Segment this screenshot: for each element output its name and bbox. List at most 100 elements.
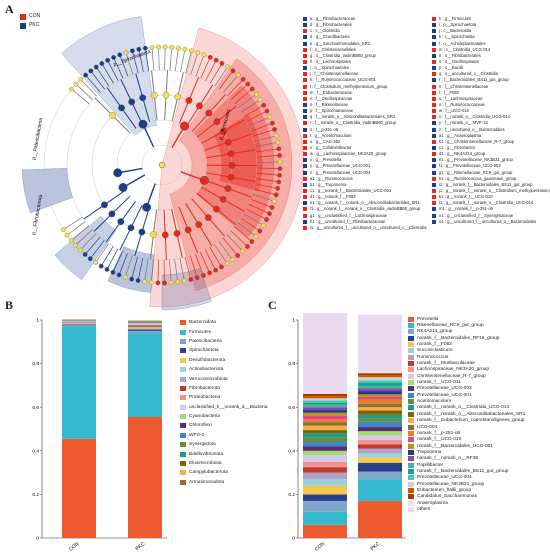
x-tick-label: CON bbox=[68, 541, 81, 553]
bar-segment bbox=[62, 322, 96, 324]
clade-key-item: g : o__Clostridia_vadinBB60_group bbox=[303, 53, 426, 59]
cladogram-phylum-node bbox=[113, 168, 123, 178]
cladogram-leaf-branch bbox=[169, 47, 173, 71]
bar-segment bbox=[358, 448, 402, 453]
legend-swatch bbox=[180, 432, 186, 438]
legend-swatch bbox=[180, 479, 186, 485]
legend-swatch bbox=[408, 399, 414, 405]
cladogram-leaf-branch bbox=[237, 93, 257, 109]
clade-key-swatch bbox=[432, 115, 436, 120]
cladogram-leaf-branch bbox=[164, 47, 166, 71]
clade-key-swatch bbox=[432, 213, 436, 218]
clade-key-swatch bbox=[303, 164, 307, 169]
clade-key-label: s : f__Christensenellaceae bbox=[439, 83, 489, 89]
clade-key-label: h : g__Firmicutes bbox=[439, 16, 472, 21]
cladogram-leaf-node bbox=[275, 139, 281, 145]
cladogram-leaf-node bbox=[135, 278, 141, 283]
clade-key-item: h1 : g__Ruminococcus_gauvreauii_group bbox=[432, 176, 550, 182]
bar-segment bbox=[358, 396, 402, 400]
bar-segment bbox=[303, 425, 347, 431]
clade-key-item: h : g__Firmicutes bbox=[432, 16, 550, 22]
bar-segment bbox=[128, 327, 162, 329]
cladogram-leaf-node bbox=[169, 45, 175, 50]
legend-label-con: CON bbox=[29, 13, 41, 19]
clade-key-swatch bbox=[303, 115, 307, 120]
clade-key-label: p : o__Bacilli bbox=[439, 65, 463, 71]
clade-key-item: z : f__uncultured_o__Bacteroidales bbox=[432, 127, 550, 133]
clade-key-item: c : c__Clostridia bbox=[303, 28, 426, 34]
cladogram-leaf-node bbox=[64, 232, 70, 238]
cladogram-leaf-node bbox=[116, 272, 122, 278]
cladogram-leaf-branch bbox=[151, 47, 155, 71]
y-tick-label: 0.4 bbox=[288, 448, 295, 454]
clade-key-swatch bbox=[432, 35, 436, 40]
cladogram-leaf-node bbox=[69, 86, 74, 92]
bar-segment bbox=[303, 511, 347, 525]
clade-key-item: v : g__Colidextribacter bbox=[303, 145, 426, 151]
cladogram-leaf-branch bbox=[226, 234, 243, 252]
x-tick-label: CON bbox=[314, 541, 327, 553]
clade-key-swatch bbox=[303, 90, 307, 95]
clade-key-item: j : f__Christensenellaceae bbox=[303, 71, 426, 77]
legend-label: Patescibacteria bbox=[189, 338, 222, 344]
cladogram-leaf-node bbox=[245, 244, 250, 249]
clade-key-swatch bbox=[432, 207, 436, 212]
legend-label: Prevotellaceae_UCG-001 bbox=[417, 392, 472, 398]
cladogram-leaf-branch bbox=[66, 221, 86, 236]
cladogram-leaf-branch bbox=[246, 110, 268, 122]
clade-key-swatch bbox=[303, 121, 307, 126]
cladogram-leaf-branch bbox=[169, 259, 172, 283]
cladogram-leaf-branch bbox=[256, 172, 280, 176]
clade-key-swatch bbox=[303, 84, 307, 89]
cladogram-internal-node bbox=[108, 210, 116, 218]
legend-item: Papillibacter bbox=[408, 462, 525, 468]
clade-key-label: l : f__Clostridium_methylpentosum_group bbox=[310, 83, 388, 89]
clade-key-label: r : f__Bacteroidales_BS11_gut_group bbox=[439, 77, 509, 83]
cladogram-internal-node bbox=[196, 102, 203, 110]
cladogram-leaf-branch bbox=[158, 47, 160, 71]
cladogram-leaf-node bbox=[162, 44, 168, 50]
clade-key-item: l : f__Clostridium_methylpentosum_group bbox=[303, 84, 426, 90]
legend-label: Elusimicrobiota bbox=[189, 461, 222, 467]
bar-segment bbox=[303, 494, 347, 501]
clade-key-item: e : g__Saccharimonadales_SR1 bbox=[303, 41, 426, 47]
cladogram-phylum-node bbox=[180, 121, 189, 131]
clade-key-swatch bbox=[432, 23, 436, 28]
clade-key-item: g1 : g__unclassified_f__Lachnospiraceae bbox=[303, 213, 426, 219]
legend-swatch bbox=[180, 376, 186, 382]
bar-segment bbox=[358, 452, 402, 458]
clade-key-item: o1 : g__uncultured_f__uncultured_o__Bact… bbox=[432, 219, 550, 225]
clade-key-label: i : p__Spirochaetota bbox=[439, 22, 477, 28]
legend-swatch bbox=[180, 367, 186, 373]
cladogram-leaf-node bbox=[117, 52, 123, 58]
clade-key-label: e1 : g__norank_f__norank_o__Absconditaba… bbox=[310, 200, 420, 206]
clade-key-swatch bbox=[432, 133, 436, 138]
legend-swatch bbox=[408, 386, 414, 392]
clade-key-label: g : o__Clostridia_vadinBB60_group bbox=[310, 52, 376, 58]
phylum-legend: Bacteroidota Firmicutes Patescibacteria Spi… bbox=[180, 318, 267, 487]
cladogram-phylum-node bbox=[199, 175, 209, 185]
legend-swatch bbox=[180, 451, 186, 457]
cladogram-leaf-node bbox=[201, 273, 206, 278]
cladogram-leaf-node bbox=[245, 81, 251, 87]
cladogram-leaf-branch bbox=[113, 57, 124, 79]
cladogram-leaf-node bbox=[277, 172, 282, 178]
legend-label: Fibrobacterota bbox=[189, 385, 220, 391]
clade-key-item: g1 : g__Rikenellaceae_RC9_gut_group bbox=[432, 170, 550, 176]
clade-key-label: a1 : g__Anaeroplasma bbox=[439, 132, 482, 138]
legend-item: NK4A214_group bbox=[408, 329, 525, 335]
clade-key-swatch bbox=[303, 152, 307, 157]
clade-key-swatch bbox=[432, 78, 436, 83]
clade-key-label: f1 : g__norank_f__norank_o__Clostridia_v… bbox=[310, 206, 421, 212]
bar-segment bbox=[303, 392, 347, 394]
clade-key-item: x : f__norank_o__Clostridia_UCG-014 bbox=[432, 114, 550, 120]
clade-key-label: v : g__Colidextribacter bbox=[310, 144, 352, 150]
bar-segment bbox=[128, 417, 162, 538]
cladogram-leaf-branch bbox=[240, 99, 261, 113]
legend-label: norank_f__UCG-010 bbox=[417, 437, 462, 443]
cladogram-internal-node bbox=[161, 231, 169, 239]
clade-key-list-2: h : g__Firmicutes i : p__Spirochaetota j :… bbox=[432, 16, 550, 225]
clade-key-item: q : f__norank_o__Absconditabacteriales_S… bbox=[303, 114, 426, 120]
bar-segment bbox=[358, 414, 402, 419]
clade-key-item: p : o__Bacilli bbox=[432, 65, 550, 71]
